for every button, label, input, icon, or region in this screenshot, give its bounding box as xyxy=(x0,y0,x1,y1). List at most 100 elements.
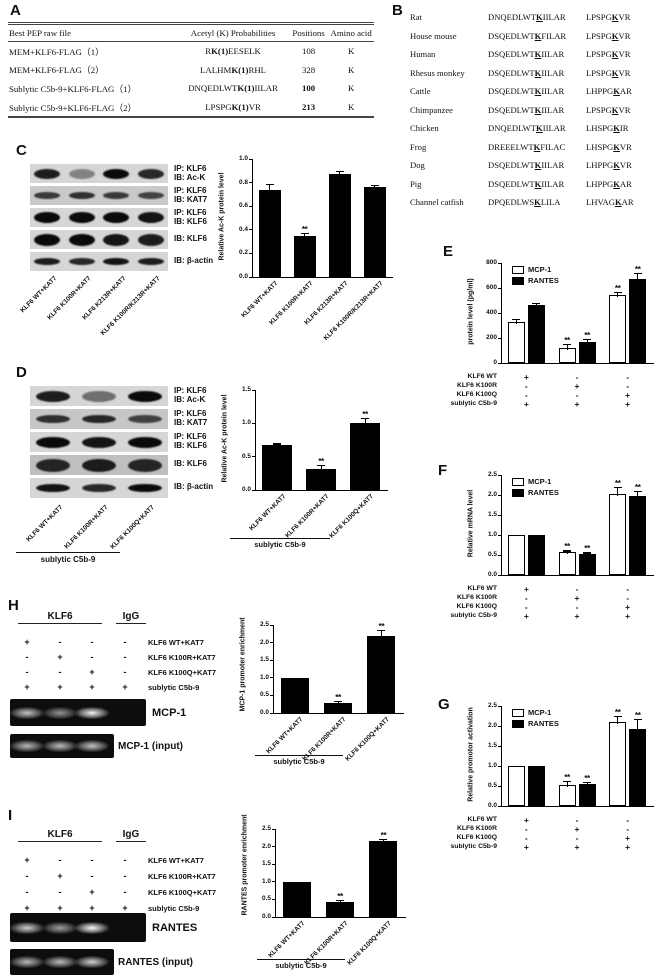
matrix-cell: + xyxy=(574,610,580,621)
blot-band xyxy=(128,484,162,492)
bar xyxy=(578,341,596,363)
y-tick-mark xyxy=(269,624,273,626)
y-tick-label: 2.0 xyxy=(259,638,269,646)
matrix-row-label: KLF6 WT+KAT7 xyxy=(148,856,204,865)
chart-f: 0.0 0.5 1.0 1.5 2.0 2.5 Relative mRNA level ** *… xyxy=(451,462,661,662)
panel-d: D 0.0 0.5 1.0 1.5 Relative Ac-K protein leve… xyxy=(8,362,456,594)
species-name: Human xyxy=(410,49,436,59)
blot-band xyxy=(137,233,164,246)
species-name: Pig xyxy=(410,178,422,189)
error-bar-line xyxy=(269,184,270,192)
panel-label-a: A xyxy=(10,2,21,19)
sequence: DNQEDLWTKIILAR xyxy=(488,123,566,133)
error-bar-line xyxy=(637,720,639,731)
blot-band xyxy=(103,258,130,265)
matrix-cell: + xyxy=(574,398,580,409)
lane-label: KLF6 K100Q+KAT7 xyxy=(109,504,156,551)
y-tick-mark xyxy=(248,229,252,231)
panel-g: G 0.0 0.5 1.0 1.5 2.0 2.5 Relative promotor ac… xyxy=(435,678,663,898)
y-tick-mark xyxy=(271,881,275,883)
y-tick-label: 600 xyxy=(486,284,497,291)
matrix-row-label: KLF6 K100Q+KAT7 xyxy=(148,888,217,897)
species-name: Chicken xyxy=(410,123,439,133)
significance-marker: ** xyxy=(564,541,570,552)
acetyl-lysine: K xyxy=(611,49,619,59)
panel-f: F 0.0 0.5 1.0 1.5 2.0 2.5 Relative mRNA level *… xyxy=(435,450,663,666)
y-tick-label: 0.0 xyxy=(487,802,497,809)
matrix-row-label: KLF6 WT xyxy=(467,373,497,380)
blot-band xyxy=(34,258,61,265)
panel-i: I 0.0 0.5 1.0 1.5 2.0 2.5 RANTES promoter enri… xyxy=(8,807,456,979)
blot-band xyxy=(82,436,116,448)
error-bar-line xyxy=(617,293,619,297)
matrix-row-label: KLF6 K100Q xyxy=(456,603,497,610)
blot-band xyxy=(68,258,95,265)
sequence: DNQEDLWTKIILAR xyxy=(488,12,566,22)
matrix-cell: + xyxy=(574,592,580,603)
matrix-cell: + xyxy=(89,887,95,897)
bar xyxy=(558,785,576,806)
acetyl-lysine: K xyxy=(534,104,542,115)
sequence: LPSPGKVR xyxy=(586,49,631,59)
error-bar-line xyxy=(637,492,639,499)
blot-band xyxy=(128,390,162,402)
bar xyxy=(609,722,627,806)
error-bar-line xyxy=(339,900,341,905)
matrix-cell: + xyxy=(625,389,631,400)
matrix-cell: - xyxy=(524,601,528,612)
y-axis-label: Relative mRNA level xyxy=(467,489,475,558)
error-bar-cap xyxy=(273,443,281,445)
acetyl-lysine: K xyxy=(611,104,619,115)
cell-raw-file: Sublytic C5b-9+KLF6-FLAG（2） xyxy=(9,102,137,113)
matrix-cell: - xyxy=(626,380,630,391)
y-tick-mark xyxy=(248,182,252,184)
panel-label-d: D xyxy=(16,364,27,381)
y-tick-label: 1.5 xyxy=(259,656,269,664)
matrix-cell: + xyxy=(574,823,580,834)
table-header: Best PEP raw file xyxy=(8,23,178,42)
matrix-cell: - xyxy=(25,871,29,881)
acetyl-site: K(1) xyxy=(231,64,249,75)
acetylation-table-host: Best PEP raw file Acetyl (K) Probabilitie… xyxy=(8,22,374,119)
acetyl-lysine: K xyxy=(611,30,619,41)
y-tick-mark xyxy=(271,863,275,865)
x-category-label: KLF6 K100Q+KAT7 xyxy=(328,493,375,540)
significance-marker: ** xyxy=(564,772,570,782)
blot-band xyxy=(137,168,164,179)
acetyl-lysine: K xyxy=(613,160,620,170)
blot-strip xyxy=(30,386,168,406)
matrix-cell: + xyxy=(89,667,95,677)
x-category-label: KLF6 WT+KAT7 xyxy=(247,493,287,533)
gel-band xyxy=(75,921,110,934)
y-axis-label: Relative Ac-K protein level xyxy=(221,394,229,483)
gel-band xyxy=(75,956,110,968)
sequence: DSQEDLWTKIILAR xyxy=(488,178,565,189)
bar xyxy=(507,321,525,363)
acetyl-lysine: K xyxy=(534,49,542,59)
matrix-cell: - xyxy=(58,855,62,865)
blot-band xyxy=(82,484,116,492)
matrix-row-label: KLF6 WT+KAT7 xyxy=(148,638,204,647)
y-tick-label: 0.0 xyxy=(487,571,497,578)
bar xyxy=(363,187,386,277)
y-tick-label: 2.5 xyxy=(261,825,271,832)
blot-band xyxy=(128,436,162,448)
y-tick-label: 800 xyxy=(486,259,497,266)
sequence: DSQEDLWTKIILAR xyxy=(488,86,565,96)
y-tick-mark xyxy=(497,337,501,339)
panel-c: C 0.0 0.2 0.4 0.6 0.8 1.0 Relative Ac-K protei… xyxy=(8,142,456,360)
blot-band xyxy=(128,415,162,423)
y-tick-label: 0.0 xyxy=(241,486,251,493)
blot-ib-label: IB: KLF6 xyxy=(174,459,207,468)
cell-probability: LPSPGK(1)VR xyxy=(205,102,261,113)
blot-ib-label: IB: β-actin xyxy=(174,256,214,265)
y-tick-label: 1.0 xyxy=(238,155,248,162)
matrix-cell: - xyxy=(58,667,62,677)
sequence: DSQEDLWTKIILAR xyxy=(488,104,565,115)
x-category-label: KLF6 K100R+KAT7 xyxy=(284,493,331,540)
blot-strip xyxy=(30,230,168,249)
matrix-cell: + xyxy=(523,610,529,621)
y-tick-mark xyxy=(248,276,252,278)
cell-raw-file: MEM+KLF6-FLAG（2） xyxy=(9,65,104,76)
species-name: House mouse xyxy=(410,30,457,41)
